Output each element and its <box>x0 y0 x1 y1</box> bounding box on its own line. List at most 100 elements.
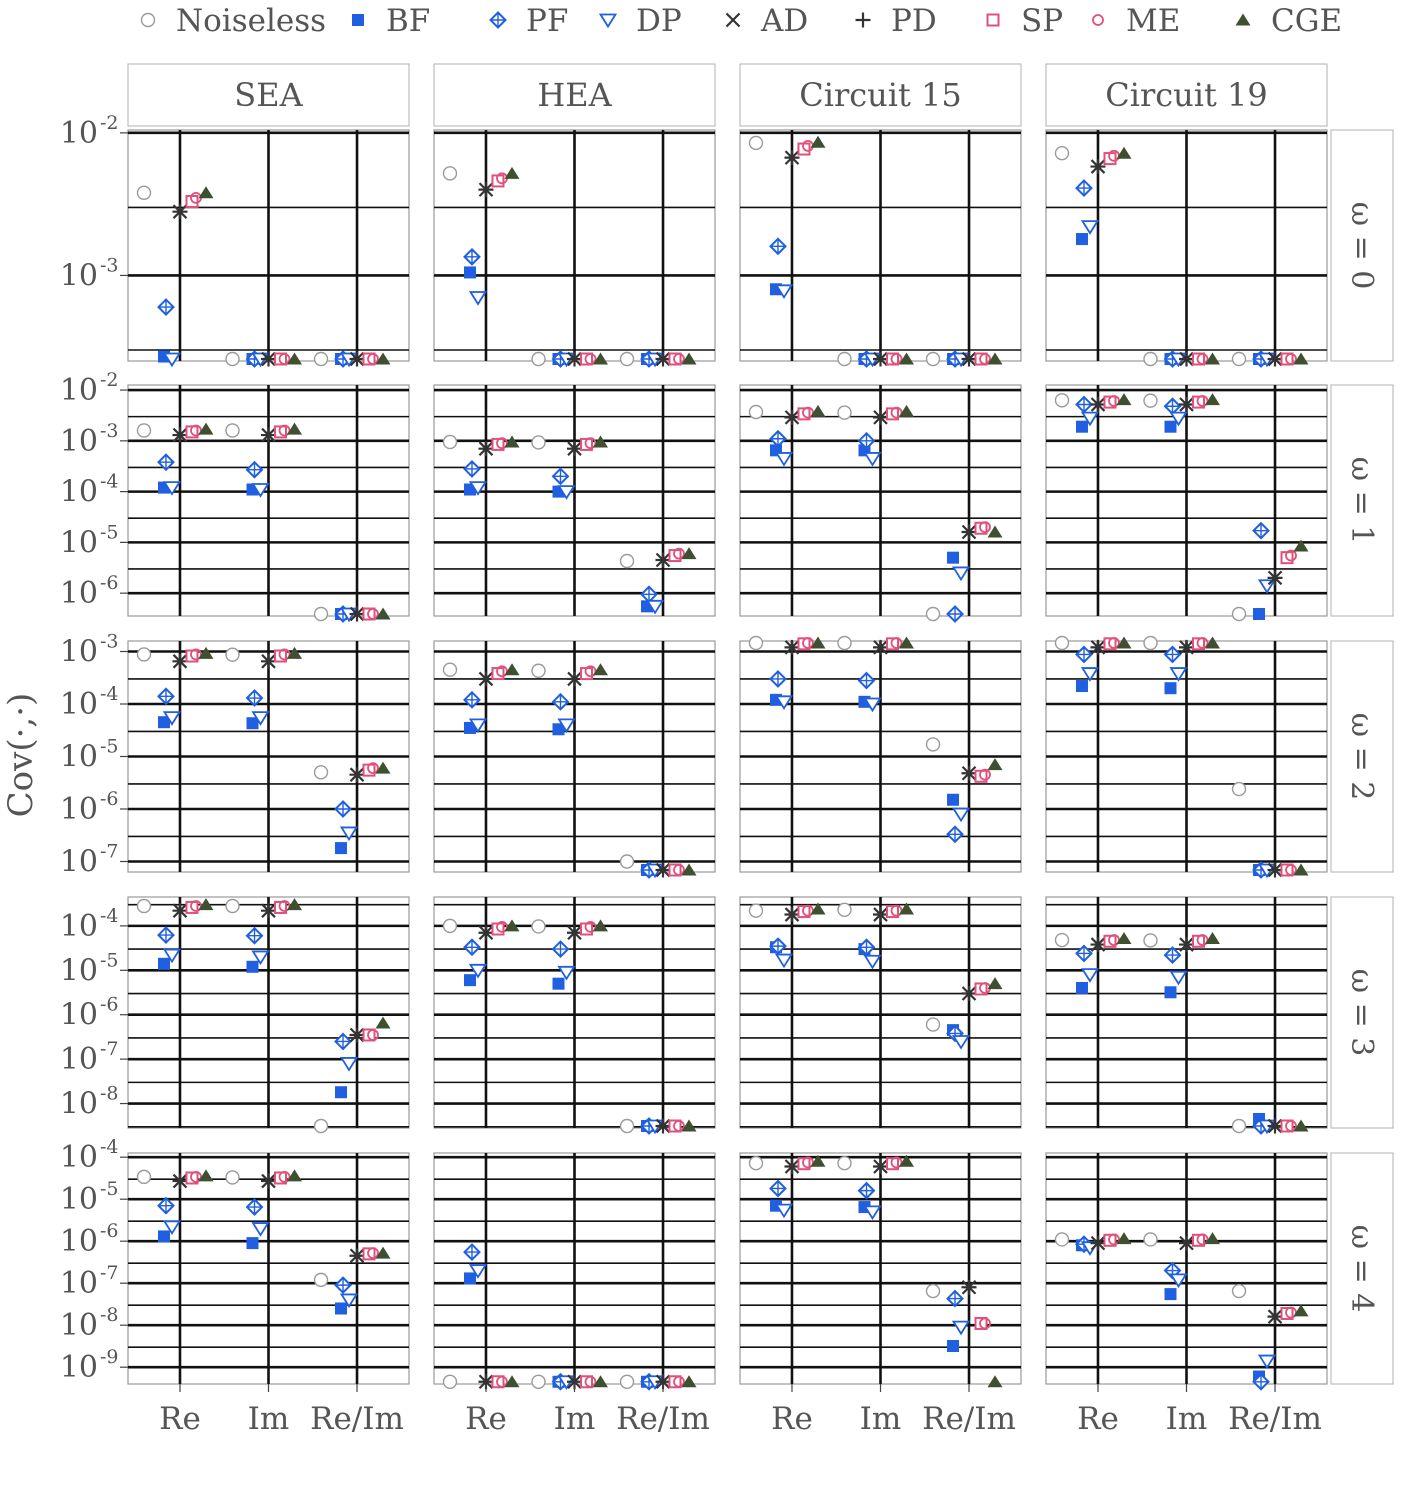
point-pd-re-im <box>349 351 365 367</box>
y-tick-label: 10 -8 <box>60 1304 128 1343</box>
points <box>136 422 391 623</box>
point-noiseless-re <box>442 918 458 934</box>
legend-label: CGE <box>1271 3 1342 39</box>
legend-marker-me <box>1092 14 1104 26</box>
point-noiseless-im <box>837 1155 852 1171</box>
legend-label: ME <box>1126 3 1180 39</box>
point-me-re <box>802 406 814 419</box>
point-dp-re <box>162 948 182 964</box>
point-cge-re <box>1116 393 1132 406</box>
point-me-re <box>190 1170 202 1183</box>
y-tick-base: 10 <box>60 792 98 827</box>
row-strip-2: ω = 2 <box>1330 640 1394 873</box>
y-axis: 10 -310 -210 -610 -510 -410 -310 -210 -710 -610 -5… <box>60 112 128 1385</box>
strip-box <box>433 63 716 127</box>
panel-r3-c2 <box>739 896 1022 1129</box>
point-noiseless-im <box>531 663 546 678</box>
point-cge-re-im <box>1293 1304 1309 1317</box>
legend: Noiseless BF PF DP AD PD SP ME CGE <box>140 3 1342 39</box>
point-me-im <box>584 353 597 365</box>
point-me-re-im <box>367 1029 379 1041</box>
point-pf-re <box>157 298 175 316</box>
point-bf-re <box>463 1272 476 1285</box>
gridlines <box>1046 130 1327 361</box>
panel-r4-c1 <box>433 1152 716 1391</box>
point-me-re <box>1108 637 1120 649</box>
legend-item-sp: SP <box>986 3 1063 39</box>
y-tick-base: 10 <box>60 1350 98 1385</box>
y-tick-exponent: -5 <box>100 949 119 971</box>
panel-r1-c2 <box>739 384 1022 623</box>
point-sp-im <box>1192 352 1205 366</box>
point-noiseless-im <box>225 351 240 367</box>
point-sp-re-im <box>668 863 682 877</box>
legend-marker-cge <box>1235 13 1251 26</box>
legend-marker-dp <box>598 13 618 29</box>
point-bf-im <box>246 717 259 730</box>
point-dp-re <box>1080 411 1100 427</box>
y-tick-base: 10 <box>60 998 98 1033</box>
point-dp-re-im <box>339 826 359 842</box>
point-cge-re-im <box>375 352 391 365</box>
point-sp-re-im <box>1280 1306 1294 1320</box>
point-noiseless-re-im <box>1231 1118 1247 1134</box>
point-pd-re-im <box>961 351 977 367</box>
point-cge-im <box>593 1375 608 1388</box>
y-tick-label: 10 -7 <box>60 1038 128 1077</box>
point-pd-im <box>261 427 276 443</box>
panel-r0-c2 <box>739 129 1022 368</box>
point-cge-re-im <box>681 1119 697 1132</box>
row-strip-0: ω = 0 <box>1330 129 1394 362</box>
point-me-im <box>890 637 903 649</box>
points <box>1054 145 1309 368</box>
y-tick-label: 10 -6 <box>60 788 128 827</box>
gridlines <box>740 641 1021 872</box>
point-sp-re-im <box>362 1028 376 1042</box>
y-tick-base: 10 <box>60 576 98 611</box>
point-noiseless-im <box>531 1374 546 1389</box>
legend-label: DP <box>636 3 682 39</box>
row-strip-3: ω = 3 <box>1330 896 1394 1129</box>
point-pd-im <box>873 1159 888 1175</box>
point-sp-im <box>886 637 899 651</box>
point-pd-re <box>1090 159 1106 175</box>
point-pf-im <box>551 940 570 959</box>
point-noiseless-im <box>837 902 852 918</box>
point-sp-re-im <box>1280 352 1294 366</box>
y-tick-base: 10 <box>60 1182 98 1217</box>
gridlines <box>128 641 409 872</box>
point-noiseless-im <box>837 405 852 420</box>
gridlines <box>434 1153 715 1384</box>
x-tick-label: Re/Im <box>310 1401 404 1437</box>
gridlines <box>1046 897 1327 1128</box>
gridlines <box>740 130 1021 361</box>
point-me-re <box>190 648 202 661</box>
point-me-re <box>496 437 508 450</box>
point-pd-re-im <box>1267 862 1283 878</box>
point-noiseless-re-im <box>1231 1283 1247 1299</box>
row-title: ω = 4 <box>1344 1225 1379 1313</box>
point-pf-re-im <box>1252 521 1270 540</box>
point-noiseless-re <box>1054 145 1070 161</box>
point-dp-re <box>774 695 794 711</box>
points <box>136 1169 391 1315</box>
y-tick-label: 10 -3 <box>60 254 128 293</box>
point-dp-im <box>863 1205 882 1221</box>
point-me-im <box>890 353 903 365</box>
point-cge-re <box>504 663 520 676</box>
point-cge-re <box>198 422 214 435</box>
point-pf-im <box>857 671 876 690</box>
point-noiseless-re <box>748 903 764 918</box>
point-pf-re <box>463 247 481 266</box>
point-pd-re <box>172 1173 188 1189</box>
point-bf-re-im <box>335 1302 348 1315</box>
point-pf-im <box>245 460 264 479</box>
y-tick-base: 10 <box>60 1140 98 1175</box>
point-me-im <box>1196 395 1209 407</box>
point-pd-re-im <box>1267 1309 1283 1325</box>
point-noiseless-re-im <box>925 606 941 622</box>
y-tick-base: 10 <box>60 740 98 775</box>
legend-marker-sp <box>986 13 1000 27</box>
point-bf-im <box>1164 986 1177 999</box>
point-sp-im <box>1192 637 1205 651</box>
